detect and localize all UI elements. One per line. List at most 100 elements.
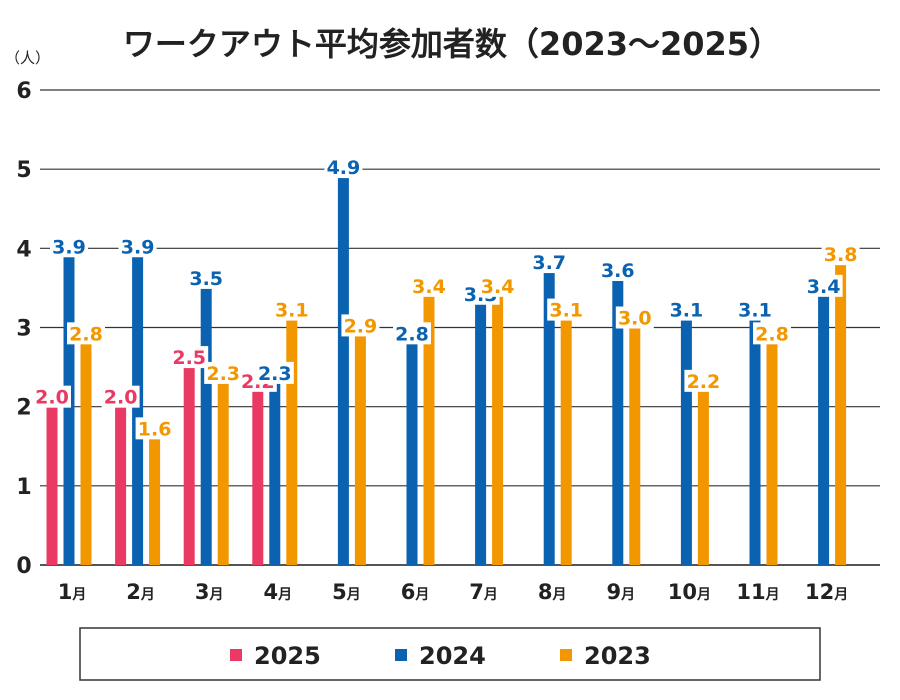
- data-label-bg: [187, 266, 226, 289]
- legend: 2025 2024 2023: [79, 627, 821, 681]
- bar-2023: [697, 390, 709, 565]
- bar-2023: [492, 295, 504, 565]
- x-tick-label: 10月: [668, 580, 711, 604]
- y-tick-label: 0: [16, 554, 31, 579]
- data-label-bg: [667, 298, 706, 321]
- bar-2024: [612, 280, 624, 565]
- bar-2023: [217, 382, 229, 565]
- y-tick-label: 5: [16, 158, 31, 183]
- bars: [46, 177, 847, 566]
- bar-2025: [252, 390, 264, 565]
- data-label-bg: [804, 274, 843, 297]
- data-label-2023: 3.0: [618, 308, 652, 330]
- data-label-2023: 2.8: [755, 323, 789, 345]
- data-label-2023: 3.4: [481, 276, 515, 298]
- data-label-2023: 2.3: [206, 363, 240, 385]
- data-label-bg: [170, 346, 209, 369]
- x-tick-label: 6月: [401, 580, 430, 604]
- data-label-bg: [50, 235, 88, 258]
- y-tick-label: 4: [16, 237, 31, 262]
- x-tick-label: 5月: [332, 580, 361, 604]
- data-label-2023: 2.9: [344, 315, 378, 337]
- bar-2024: [406, 343, 418, 565]
- bar-2024: [63, 256, 75, 565]
- legend-swatch-2025: [230, 649, 242, 661]
- data-label-bg: [204, 361, 243, 384]
- data-label-2023: 1.6: [138, 418, 172, 440]
- data-label-bg: [736, 298, 774, 321]
- bar-2023: [766, 343, 778, 565]
- data-label-2024: 3.1: [738, 300, 772, 322]
- bar-2023: [423, 295, 435, 565]
- bar-2024: [818, 295, 830, 565]
- data-label-2023: 3.4: [412, 276, 446, 298]
- data-label-bg: [478, 274, 517, 297]
- bar-2024: [337, 177, 349, 566]
- x-tick-label: 7月: [469, 580, 498, 604]
- data-label-bg: [101, 385, 140, 408]
- bar-2024: [543, 272, 555, 565]
- bar-2023: [354, 335, 366, 565]
- y-tick-label: 2: [16, 396, 31, 421]
- legend-label-2023: 2023: [584, 642, 651, 670]
- data-label-2023: 2.8: [69, 323, 103, 345]
- data-label-bg: [341, 314, 380, 337]
- data-label-bg: [255, 361, 294, 384]
- x-axis-ticks: 1月 2月 3月 4月 5月 6月 7月 8月 9月 10月 11月 12月: [58, 580, 849, 604]
- x-tick-label: 9月: [606, 580, 635, 604]
- data-label-bg: [753, 322, 791, 345]
- legend-box: [79, 627, 821, 681]
- bar-2023: [80, 343, 92, 565]
- x-tick-label: 12月: [805, 580, 848, 604]
- data-label-bg: [530, 251, 569, 274]
- bar-2025: [115, 406, 127, 565]
- data-label-2025: 2.0: [104, 387, 138, 409]
- bar-2023: [149, 438, 161, 565]
- data-label-bg: [821, 243, 860, 266]
- data-label-bg: [684, 369, 723, 392]
- legend-label-2024: 2024: [419, 642, 486, 670]
- x-tick-label: 8月: [538, 580, 567, 604]
- data-label-bg: [67, 322, 105, 345]
- y-axis-ticks: 0 1 2 3 4 5 6: [16, 79, 31, 579]
- bar-2024: [680, 319, 692, 565]
- data-label-bg: [324, 156, 363, 179]
- data-label-bg: [33, 385, 71, 408]
- bar-2024: [132, 256, 144, 565]
- data-label-2024: 3.9: [121, 236, 155, 258]
- x-tick-label: 4月: [263, 580, 292, 604]
- y-tick-label: 1: [16, 475, 31, 500]
- data-label-2023: 3.8: [824, 244, 858, 266]
- bar-2024: [749, 319, 761, 565]
- x-tick-label: 3月: [195, 580, 224, 604]
- bar-2023: [560, 319, 572, 565]
- x-tick-label: 2月: [126, 580, 155, 604]
- data-label-2024: 3.7: [532, 252, 566, 274]
- bar-2024: [475, 303, 487, 565]
- data-label-2023: 3.1: [275, 300, 309, 322]
- legend-label-2025: 2025: [254, 642, 321, 670]
- bar-2025: [46, 406, 58, 565]
- data-label-2024: 3.5: [189, 268, 223, 290]
- y-tick-label: 3: [16, 317, 31, 342]
- data-label-bg: [118, 235, 157, 258]
- data-label-bg: [135, 417, 174, 440]
- legend-swatch-2024: [395, 649, 407, 661]
- data-label-2023: 2.2: [687, 371, 721, 393]
- data-labels: 2.0 3.9 2.8 2.0 3.9 1.6 2.5 3.5 2.3 2.2 2.3 3.1 4.9 2…: [33, 156, 860, 440]
- data-label-bg: [598, 259, 637, 281]
- bar-2023: [286, 319, 298, 565]
- y-unit-label: （人）: [5, 49, 50, 67]
- data-label-bg: [615, 306, 654, 329]
- data-label-2024: 4.9: [327, 157, 361, 179]
- bar-2025: [183, 367, 195, 565]
- data-label-2024: 3.4: [807, 276, 841, 298]
- bar-2024: [269, 382, 281, 565]
- chart-title: ワークアウト平均参加者数（2023〜2025）: [123, 25, 781, 63]
- data-label-2024: 3.6: [601, 260, 635, 282]
- bar-2023: [629, 327, 641, 565]
- legend-swatch-2023: [560, 649, 572, 661]
- data-label-bg: [547, 298, 586, 321]
- data-label-bg: [272, 298, 311, 321]
